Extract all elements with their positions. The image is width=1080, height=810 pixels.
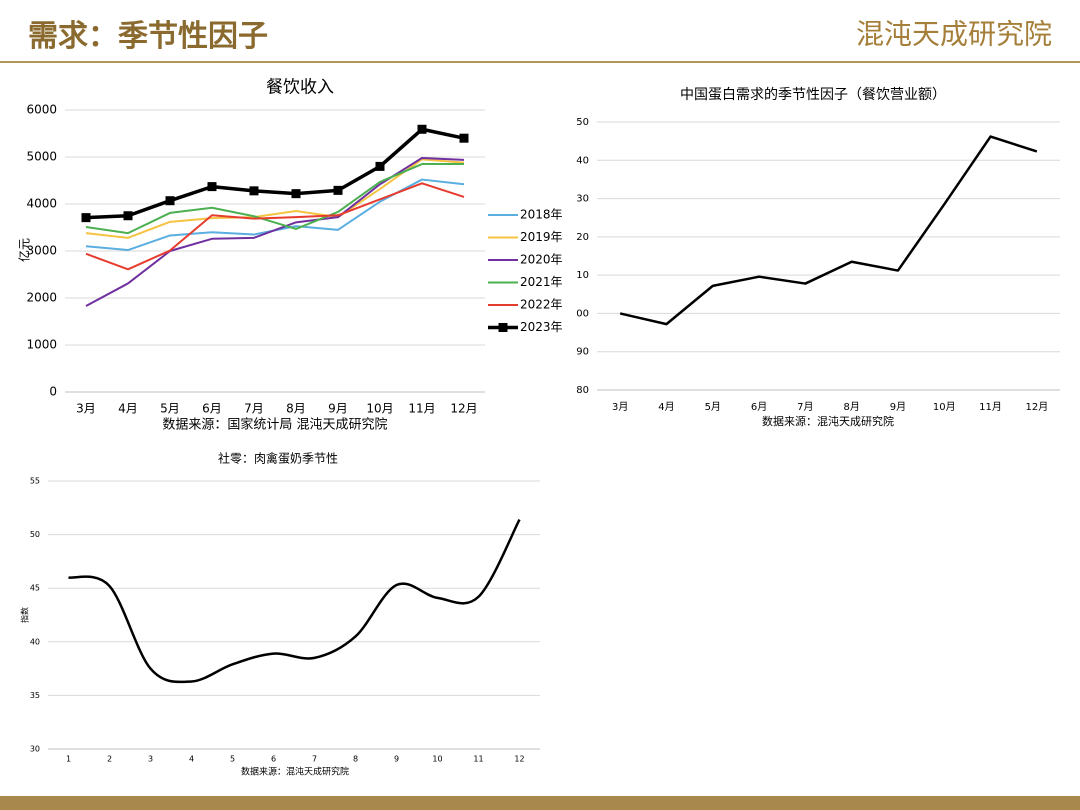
legend-label: 2022年 [520,298,563,312]
y-tick-label: 3000 [26,244,57,258]
series-line [68,519,521,684]
y-tick-label: 90 [576,347,589,358]
point-marker [249,186,259,196]
y-tick-label: 45 [30,584,40,593]
series-line [85,163,464,235]
x-tick-label: 9 [394,755,399,764]
chart-title: 餐饮收入 [266,78,334,98]
y-tick-label: 40 [30,637,40,646]
x-tick-label: 3月 [76,402,96,416]
point-marker [333,185,343,195]
legend-label: 2018年 [520,208,563,222]
y-tick-label: 2000 [26,291,57,305]
y-tick-label: 40 [576,155,589,166]
x-tick-label: 12月 [450,402,477,416]
legend-label: 2020年 [520,253,563,267]
x-tick-label: 5月 [705,401,721,413]
x-tick-label: 4月 [658,401,674,413]
x-tick-label: 5月 [160,402,180,416]
series-line [85,158,465,239]
x-tick-label: 4 [189,755,194,764]
x-tick-label: 6月 [202,402,222,416]
x-tick-label: 3 [148,755,153,764]
x-tick-label: 6月 [751,401,767,413]
x-tick-label: 6 [271,755,276,764]
x-tick-label: 8月 [286,402,306,416]
y-tick-label: 00 [576,308,589,319]
y-tick-label: 5000 [26,150,57,164]
legend-label: 2021年 [520,275,563,289]
y-tick-label: 50 [576,117,589,128]
y-tick-label: 10 [576,270,589,281]
x-tick-label: 12 [514,755,524,764]
chart-title: 中国蛋白需求的季节性因子（餐饮营业额） [680,87,946,103]
y-tick-label: 50 [30,530,40,539]
y-tick-label: 55 [30,477,40,486]
chart-title: 社零：肉禽蛋奶季节性 [218,451,338,466]
legend-label: 2023年 [520,320,563,334]
series-line [619,135,1038,326]
source-note: 数据来源：混沌天成研究院 [762,414,894,428]
x-tick-label: 8 [353,755,358,764]
y-tick-label: 30 [576,194,589,205]
point-marker [459,133,469,143]
y-tick-label: 0 [49,385,57,399]
point-marker [123,211,133,221]
x-tick-label: 5 [230,755,235,764]
x-tick-label: 11月 [979,401,1002,413]
point-marker [165,196,175,206]
x-tick-label: 1 [66,755,71,764]
x-tick-label: 10月 [366,402,393,416]
logo: 混沌天成研究院 [856,18,1052,51]
y-tick-label: 20 [576,232,589,243]
point-marker [81,213,91,223]
x-tick-label: 4月 [118,402,138,416]
legend-marker [498,323,508,332]
legend-label: 2019年 [520,230,563,244]
x-tick-label: 12月 [1025,401,1048,413]
x-tick-label: 10月 [933,401,956,413]
y-tick-label: 80 [576,385,589,396]
x-tick-label: 9月 [890,401,906,413]
point-marker [291,189,301,199]
x-tick-label: 11月 [408,402,435,416]
x-tick-label: 9月 [328,402,348,416]
x-tick-label: 7月 [244,402,264,416]
y-axis-label: 亿元 [17,238,32,262]
x-tick-label: 7 [312,755,317,764]
y-tick-label: 4000 [26,197,57,211]
source-note: 数据来源：国家统计局 混沌天成研究院 [162,417,387,433]
series-line [85,127,465,220]
x-tick-label: 8月 [843,401,859,413]
x-tick-label: 7月 [797,401,813,413]
y-tick-label: 30 [30,745,40,754]
series-line [85,156,465,307]
x-tick-label: 10 [432,755,442,764]
x-tick-label: 11 [473,755,483,764]
x-tick-label: 3月 [612,401,628,413]
point-marker [375,161,385,171]
y-axis-label: 指数 [20,607,30,623]
y-tick-label: 6000 [26,103,57,117]
y-tick-label: 1000 [26,338,57,352]
y-tick-label: 35 [30,691,40,700]
slide-title: 需求：季节性因子 [28,19,268,54]
footer-bar [0,796,1080,810]
x-tick-label: 2 [107,755,112,764]
source-note: 数据来源：混沌天成研究院 [241,766,349,778]
series-line [85,182,465,271]
point-marker [417,124,427,134]
point-marker [207,182,217,192]
